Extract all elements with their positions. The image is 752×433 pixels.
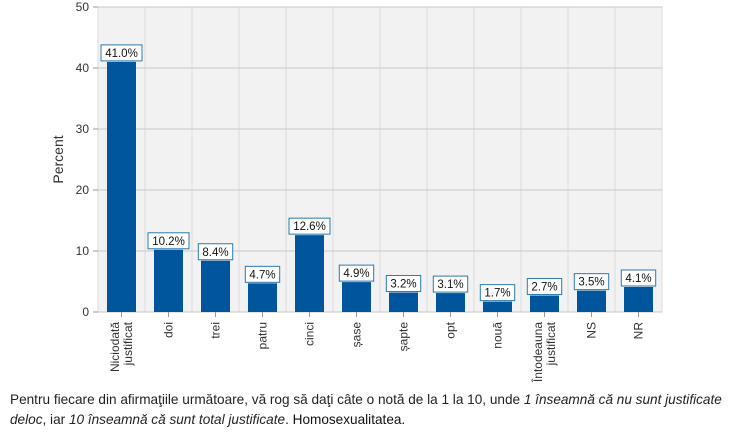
x-tick-label: șase bbox=[350, 322, 364, 348]
bar bbox=[342, 282, 371, 312]
data-label: 4.1% bbox=[625, 273, 651, 285]
data-label-box bbox=[479, 284, 516, 302]
data-labels: 41.0% 10.2% 8.4% 4.7% 12.6% 4.9% 3.2% 3.1% 1.7% 2… bbox=[100, 44, 657, 302]
caption-part-2: 1 înseamnă că nu sunt justificate deloc bbox=[10, 392, 722, 427]
x-tick-label: opt bbox=[444, 321, 458, 338]
caption-part-5: . bbox=[285, 412, 293, 427]
data-label: 4.9% bbox=[343, 268, 369, 280]
x-tick-label: Niciodatăjustificat bbox=[108, 321, 135, 372]
data-label-box bbox=[288, 217, 331, 235]
grid bbox=[97, 6, 663, 313]
data-label: 12.6% bbox=[293, 221, 326, 233]
data-label-box bbox=[385, 274, 422, 292]
data-label: 3.2% bbox=[390, 278, 416, 290]
bar bbox=[483, 301, 512, 312]
x-axis: Niciodatăjustificat doi trei patru cinci șase… bbox=[108, 312, 646, 383]
data-label-box bbox=[197, 243, 234, 261]
caption-part-3: , iar bbox=[42, 412, 69, 427]
data-label: 3.5% bbox=[578, 277, 604, 289]
bar bbox=[389, 292, 418, 312]
y-tick-label: 10 bbox=[76, 244, 90, 258]
caption: Pentru fiecare din afirmaţiile următoare… bbox=[10, 390, 745, 430]
y-tick-label: 40 bbox=[76, 61, 90, 75]
y-tick-label: 0 bbox=[82, 305, 89, 319]
data-label-box bbox=[338, 264, 375, 282]
data-label-box bbox=[526, 278, 563, 296]
caption-part-1: Pentru fiecare din afirmaţiile următoare… bbox=[10, 392, 524, 407]
data-label: 1.7% bbox=[484, 288, 510, 300]
bar bbox=[530, 295, 559, 312]
bar bbox=[436, 293, 465, 312]
x-tick-label: șapte bbox=[397, 322, 411, 352]
x-tick-label: trei bbox=[209, 322, 223, 339]
x-tick-label: cinci bbox=[303, 322, 317, 346]
y-tick-label: 30 bbox=[76, 122, 90, 136]
bar-chart: 0 10 20 30 40 50 41.0% 10.2% 8.4% 4.7% 12.6% 4.9% 3… bbox=[50, 0, 663, 383]
data-label: 41.0% bbox=[105, 48, 138, 60]
y-axis-label: Percent bbox=[50, 135, 66, 183]
data-label: 3.1% bbox=[437, 279, 463, 291]
x-tick-label: NR bbox=[632, 322, 646, 340]
x-tick-label: nouă bbox=[491, 322, 505, 349]
data-label-box bbox=[244, 265, 281, 283]
y-tick-label: 50 bbox=[76, 0, 90, 14]
data-label: 8.4% bbox=[202, 247, 228, 259]
x-tick-label: doi bbox=[162, 322, 176, 338]
data-label-box bbox=[100, 44, 143, 62]
data-label-box bbox=[620, 269, 657, 287]
bar bbox=[154, 249, 183, 312]
x-tick-label: NS bbox=[585, 322, 599, 339]
y-tick-label: 20 bbox=[76, 183, 90, 197]
caption-part-4: 10 înseamnă că sunt total justificate bbox=[68, 412, 286, 427]
data-label-box bbox=[573, 273, 610, 291]
bar bbox=[248, 283, 277, 312]
bar bbox=[624, 286, 653, 312]
bar bbox=[577, 290, 606, 312]
bars bbox=[107, 61, 653, 313]
data-label: 2.7% bbox=[531, 282, 557, 294]
x-tick-label: Întodeaunajustificat bbox=[530, 321, 558, 383]
data-label: 4.7% bbox=[249, 269, 275, 281]
bar bbox=[107, 61, 136, 313]
data-label-box bbox=[432, 275, 469, 293]
bar bbox=[295, 235, 324, 312]
data-label-box bbox=[147, 232, 190, 250]
bar bbox=[201, 260, 230, 312]
x-tick-label: patru bbox=[256, 322, 270, 349]
caption-topic: Homosexualitatea. bbox=[292, 412, 406, 427]
data-label: 10.2% bbox=[152, 236, 185, 248]
y-axis: 0 10 20 30 40 50 bbox=[76, 0, 98, 319]
